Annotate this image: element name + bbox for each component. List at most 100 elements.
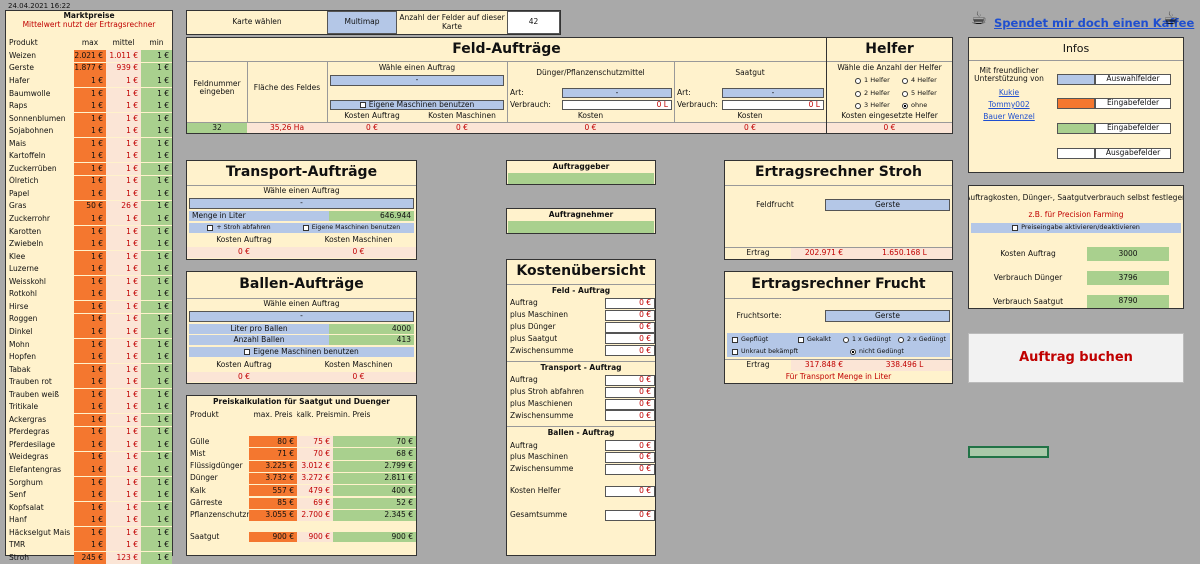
checkbox-icon[interactable]: [359, 102, 366, 108]
price-max-input[interactable]: 1 €: [74, 526, 106, 539]
checkbox-icon[interactable]: [244, 349, 251, 355]
price-min-input[interactable]: 1 €: [141, 112, 172, 125]
preis-max-input[interactable]: 3.732 €: [249, 472, 297, 485]
price-min-input[interactable]: 1 €: [141, 489, 172, 502]
price-max-input[interactable]: 1 €: [74, 150, 106, 163]
price-min-input[interactable]: 1 €: [141, 313, 172, 326]
price-max-input[interactable]: 1 €: [74, 112, 106, 125]
price-max-input[interactable]: 1 €: [74, 288, 106, 301]
price-max-input[interactable]: 1 €: [74, 225, 106, 238]
price-min-input[interactable]: 1 €: [141, 301, 172, 314]
saatgut-min-input[interactable]: 900 €: [333, 532, 416, 542]
price-max-input[interactable]: 1 €: [74, 188, 106, 201]
price-min-input[interactable]: 1 €: [141, 263, 172, 276]
price-min-input[interactable]: 1 €: [141, 388, 172, 401]
preis-min-input[interactable]: 68 €: [333, 448, 416, 460]
price-max-input[interactable]: 1 €: [74, 313, 106, 326]
transport-eigene-checkbox[interactable]: Eigene Maschinen benutzen: [289, 223, 414, 233]
price-min-input[interactable]: 1 €: [141, 552, 172, 564]
preis-min-input[interactable]: 2.345 €: [333, 509, 416, 522]
price-min-input[interactable]: 1 €: [141, 162, 172, 175]
price-max-input[interactable]: 1 €: [74, 87, 106, 100]
helfer-opt-2[interactable]: 2 Helfer: [852, 89, 902, 99]
menge-input[interactable]: 646.944: [329, 211, 414, 221]
price-min-input[interactable]: 1 €: [141, 351, 172, 364]
price-max-input[interactable]: 1 €: [74, 388, 106, 401]
price-max-input[interactable]: 1 €: [74, 238, 106, 251]
contributor-link[interactable]: Bauer Wenzel: [983, 112, 1035, 121]
map-select[interactable]: Multimap: [327, 11, 397, 34]
price-min-input[interactable]: 1 €: [141, 188, 172, 201]
price-max-input[interactable]: 1 €: [74, 125, 106, 138]
price-max-input[interactable]: 1 €: [74, 162, 106, 175]
preis-min-input[interactable]: 400 €: [333, 485, 416, 497]
checkbox-icon[interactable]: [302, 225, 309, 231]
price-max-input[interactable]: 1 €: [74, 514, 106, 527]
price-min-input[interactable]: 1 €: [141, 75, 172, 88]
price-min-input[interactable]: 1 €: [141, 376, 172, 389]
price-max-input[interactable]: 1 €: [74, 451, 106, 464]
price-max-input[interactable]: 1 €: [74, 100, 106, 113]
price-max-input[interactable]: 245 €: [74, 552, 106, 564]
fruchtsorte-select[interactable]: Gerste: [825, 310, 950, 322]
auftrag-buchen-button[interactable]: Auftrag buchen: [968, 333, 1184, 383]
nicht-gedungt-radio[interactable]: nicht Gedüngt: [847, 347, 917, 357]
price-min-input[interactable]: 1 €: [141, 213, 172, 226]
price-min-input[interactable]: 1 €: [141, 451, 172, 464]
duenger-art-select[interactable]: -: [562, 88, 672, 98]
selected-cell[interactable]: [968, 446, 1049, 458]
price-min-input[interactable]: 1 €: [141, 526, 172, 539]
price-min-input[interactable]: 1 €: [141, 401, 172, 414]
feldnummer-input[interactable]: 32: [187, 123, 247, 133]
price-min-input[interactable]: 1 €: [141, 476, 172, 489]
price-max-input[interactable]: 2.021 €: [74, 50, 106, 63]
radio-selected-icon[interactable]: [850, 349, 856, 355]
gepfluegt-checkbox[interactable]: Gepflügt: [729, 335, 791, 345]
preis-max-input[interactable]: 3.055 €: [249, 509, 297, 522]
radio-icon[interactable]: [902, 78, 908, 84]
checkbox-icon[interactable]: [798, 337, 804, 343]
price-max-input[interactable]: 1 €: [74, 213, 106, 226]
price-min-input[interactable]: 1 €: [141, 150, 172, 163]
price-min-input[interactable]: 1 €: [141, 413, 172, 426]
price-max-input[interactable]: 1 €: [74, 539, 106, 552]
price-max-input[interactable]: 1 €: [74, 501, 106, 514]
price-min-input[interactable]: 1 €: [141, 464, 172, 477]
price-min-input[interactable]: 1 €: [141, 175, 172, 188]
saatgut-verbrauch-input[interactable]: 8790: [1087, 295, 1169, 308]
preis-max-input[interactable]: 71 €: [249, 448, 297, 460]
price-min-input[interactable]: 1 €: [141, 200, 172, 213]
price-max-input[interactable]: 1 €: [74, 401, 106, 414]
helfer-opt-4[interactable]: 4 Helfer: [899, 76, 949, 86]
price-max-input[interactable]: 1 €: [74, 175, 106, 188]
liter-input[interactable]: 4000: [329, 324, 414, 334]
radio-icon[interactable]: [855, 91, 861, 97]
price-min-input[interactable]: 1 €: [141, 326, 172, 339]
coffee-link[interactable]: Spendet mir doch einen Kaffee: [994, 16, 1195, 30]
price-min-input[interactable]: 1 €: [141, 501, 172, 514]
preis-max-input[interactable]: 3.225 €: [249, 460, 297, 472]
gekalkt-checkbox[interactable]: Gekalkt: [795, 335, 843, 345]
checkbox-icon[interactable]: [1012, 225, 1019, 231]
gedungt1-radio[interactable]: 1 x Gedüngt: [840, 335, 896, 345]
feld-auftrag-select[interactable]: -: [330, 75, 504, 86]
helfer-opt-5[interactable]: 5 Helfer: [899, 89, 949, 99]
preis-min-input[interactable]: 52 €: [333, 497, 416, 509]
price-max-input[interactable]: 50 €: [74, 200, 106, 213]
preis-min-input[interactable]: 2.799 €: [333, 460, 416, 472]
price-min-input[interactable]: 1 €: [141, 87, 172, 100]
duenger-verbrauch-input[interactable]: 3796: [1087, 271, 1169, 285]
price-max-input[interactable]: 1 €: [74, 426, 106, 439]
helfer-opt-1[interactable]: 1 Helfer: [852, 76, 902, 86]
price-max-input[interactable]: 1 €: [74, 275, 106, 288]
price-max-input[interactable]: 1 €: [74, 351, 106, 364]
radio-icon[interactable]: [855, 103, 861, 109]
price-max-input[interactable]: 1 €: [74, 301, 106, 314]
price-max-input[interactable]: 1 €: [74, 476, 106, 489]
price-max-input[interactable]: 1 €: [74, 376, 106, 389]
checkbox-icon[interactable]: [732, 337, 738, 343]
price-min-input[interactable]: 1 €: [141, 275, 172, 288]
price-min-input[interactable]: 1 €: [141, 338, 172, 351]
price-min-input[interactable]: 1 €: [141, 363, 172, 376]
price-max-input[interactable]: 1 €: [74, 137, 106, 150]
